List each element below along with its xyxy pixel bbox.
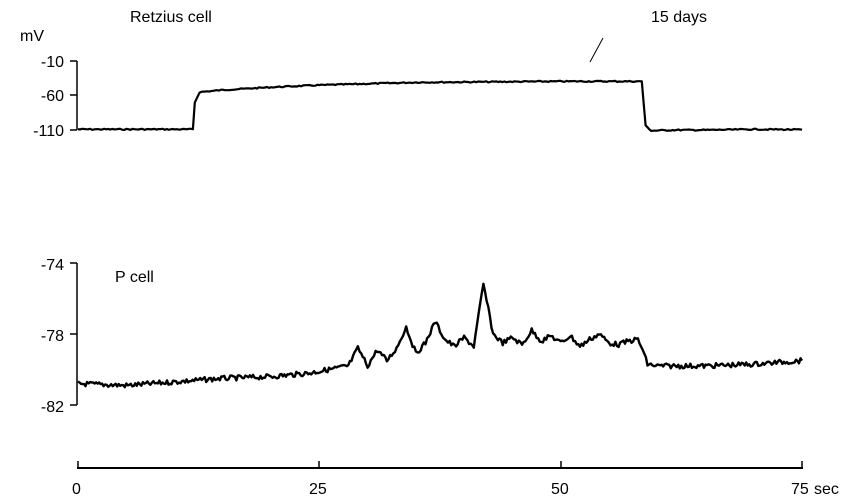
annotation-marker [589, 37, 604, 63]
p-cell-panel: P cell -74 -78 -82 [41, 257, 804, 416]
p-cell-title: P cell [115, 269, 154, 286]
retzius-y-ticks: -10 -60 -110 [33, 54, 77, 140]
retzius-ytick-label: -10 [41, 54, 64, 71]
retzius-ytick-label: -60 [41, 88, 64, 105]
x-tick-label: 75 [791, 481, 809, 498]
retzius-ytick-label: -110 [33, 123, 64, 140]
y-unit-label: mV [20, 28, 44, 45]
annotation-15-days: 15 days [651, 9, 707, 26]
p-cell-y-ticks: -74 -78 -82 [41, 257, 77, 416]
x-tick-label: 25 [309, 481, 327, 498]
p-cell-ytick-label: -74 [41, 257, 64, 274]
x-unit-label: sec [814, 481, 839, 498]
retzius-panel: Retzius cell 15 days mV -10 -60 -110 [20, 9, 803, 140]
x-tick-label: 50 [551, 481, 569, 498]
p-cell-trace [77, 282, 804, 389]
retzius-title: Retzius cell [130, 9, 212, 26]
time-axis: 0 25 50 75 sec [72, 461, 839, 498]
p-cell-ytick-label: -82 [41, 399, 64, 416]
p-cell-ytick-label: -78 [41, 328, 64, 345]
retzius-trace [77, 79, 803, 133]
x-tick-label: 0 [72, 481, 81, 498]
